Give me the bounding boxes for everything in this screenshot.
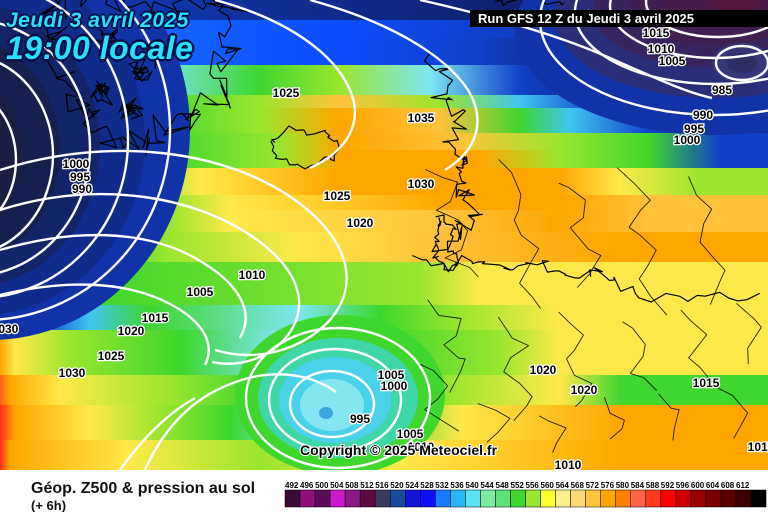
- svg-text:560: 560: [541, 481, 555, 490]
- svg-text:508: 508: [345, 481, 359, 490]
- svg-text:1020: 1020: [571, 383, 598, 397]
- svg-text:1015: 1015: [748, 440, 768, 454]
- svg-text:1025: 1025: [273, 86, 300, 100]
- svg-text:548: 548: [496, 481, 510, 490]
- svg-text:995: 995: [350, 412, 370, 426]
- svg-text:1030: 1030: [408, 177, 435, 191]
- svg-text:564: 564: [556, 481, 570, 490]
- svg-text:496: 496: [300, 481, 314, 490]
- svg-text:612: 612: [736, 481, 750, 490]
- svg-text:1005: 1005: [659, 54, 686, 68]
- svg-text:536: 536: [450, 481, 464, 490]
- svg-text:1000: 1000: [381, 379, 408, 393]
- svg-text:604: 604: [706, 481, 720, 490]
- svg-text:1020: 1020: [347, 216, 374, 230]
- svg-text:1010: 1010: [239, 268, 266, 282]
- svg-text:592: 592: [661, 481, 675, 490]
- svg-text:540: 540: [465, 481, 479, 490]
- svg-text:1020: 1020: [530, 363, 557, 377]
- svg-text:1035: 1035: [408, 111, 435, 125]
- svg-text:1015: 1015: [643, 26, 670, 40]
- svg-text:990: 990: [693, 108, 713, 122]
- svg-text:584: 584: [631, 481, 645, 490]
- svg-text:600: 600: [691, 481, 705, 490]
- svg-text:572: 572: [586, 481, 600, 490]
- svg-text:608: 608: [721, 481, 735, 490]
- svg-text:528: 528: [420, 481, 434, 490]
- svg-text:596: 596: [676, 481, 690, 490]
- svg-text:1030: 1030: [0, 322, 19, 336]
- svg-text:1015: 1015: [142, 311, 169, 325]
- svg-text:576: 576: [601, 481, 615, 490]
- svg-text:544: 544: [480, 481, 494, 490]
- svg-text:1025: 1025: [98, 349, 125, 363]
- svg-text:512: 512: [360, 481, 374, 490]
- svg-text:1020: 1020: [118, 324, 145, 338]
- svg-text:532: 532: [435, 481, 449, 490]
- svg-text:1030: 1030: [59, 366, 86, 380]
- svg-text:520: 520: [390, 481, 404, 490]
- svg-text:1000: 1000: [674, 133, 701, 147]
- svg-text:516: 516: [375, 481, 389, 490]
- svg-text:1010: 1010: [555, 458, 582, 470]
- svg-text:504: 504: [330, 481, 344, 490]
- svg-text:990: 990: [72, 182, 92, 196]
- svg-text:Copyright © 2025 Meteociel.fr: Copyright © 2025 Meteociel.fr: [300, 442, 498, 458]
- svg-text:985: 985: [712, 83, 732, 97]
- svg-text:500: 500: [315, 481, 329, 490]
- svg-text:568: 568: [571, 481, 585, 490]
- svg-text:552: 552: [511, 481, 525, 490]
- svg-text:588: 588: [646, 481, 660, 490]
- svg-text:1015: 1015: [693, 376, 720, 390]
- svg-text:524: 524: [405, 481, 419, 490]
- svg-text:492: 492: [285, 481, 299, 490]
- svg-text:556: 556: [526, 481, 540, 490]
- svg-text:1005: 1005: [187, 285, 214, 299]
- svg-text:1005: 1005: [397, 427, 424, 441]
- svg-text:1000: 1000: [63, 157, 90, 171]
- svg-text:580: 580: [616, 481, 630, 490]
- svg-text:1025: 1025: [324, 189, 351, 203]
